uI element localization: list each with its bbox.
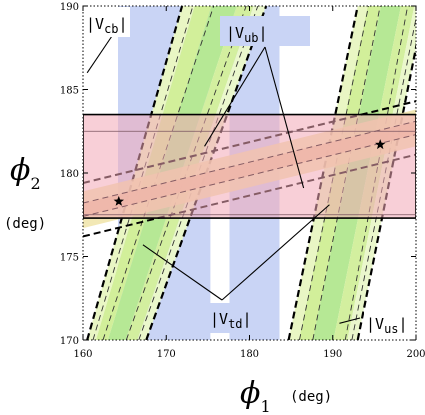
vcb-inner-line-4 (138, 6, 259, 340)
y-tick-label-180: 180 (60, 169, 79, 180)
x-axis-symbol: ϕ1 (240, 376, 271, 415)
label-vub: |Vub| (226, 24, 268, 45)
phi2-band (83, 113, 416, 219)
y-tick-label-190: 190 (60, 2, 79, 13)
label-vcb: |Vcb| (86, 15, 128, 36)
label-vcb-bg (84, 7, 130, 37)
pointer-vtd-2 (221, 204, 330, 301)
label-vub-sub: ub (244, 31, 258, 45)
star-marker-2 (375, 139, 386, 150)
x-axis-unit: (deg) (290, 389, 332, 405)
label-vus-sub: us (384, 322, 398, 336)
y-tick-label-170: 170 (60, 336, 79, 347)
label-vtd-end: | (243, 310, 252, 328)
label-vtd-bg (207, 303, 271, 333)
label-vus-bg (364, 308, 414, 336)
pointer-vus-1 (339, 317, 361, 324)
label-vub-main: |V (226, 24, 244, 42)
y-tick-label-175: 175 (60, 253, 79, 264)
label-vub-end: | (259, 24, 268, 42)
x-tick-label-170: 170 (157, 349, 176, 360)
pointer-vtd-1 (142, 244, 223, 301)
label-vus: |Vus| (366, 315, 408, 336)
y-axis-unit: (deg) (4, 216, 46, 232)
vus-inner-line-3 (344, 6, 409, 340)
pointer-vub-1 (204, 46, 266, 147)
vcb-inner-line-3 (125, 6, 247, 340)
label-vcb-sub: cb (104, 22, 118, 36)
label-vus-main: |V (366, 315, 384, 333)
axis-ticks: 160 170 180 190 200 170 175 180 185 190 (60, 2, 425, 360)
label-vcb-main: |V (86, 15, 104, 33)
vcb-edge-left (86, 6, 184, 340)
x-tick-label-180: 180 (240, 349, 259, 360)
label-vus-end: | (399, 315, 408, 333)
y-axis-symbol-main: ϕ (10, 153, 30, 188)
pointer-vcb-1 (86, 35, 113, 74)
label-vtd-sub: td (228, 317, 242, 331)
x-tick-label-160: 160 (73, 349, 92, 360)
y-axis-symbol-sub: 2 (30, 174, 40, 193)
x-tick-label-200: 200 (406, 349, 425, 360)
plot-area (83, 6, 416, 340)
x-tick-label-190: 190 (323, 349, 342, 360)
annotation-pointers (86, 35, 361, 324)
pointer-vub-2 (264, 46, 305, 189)
label-vtd: |Vtd| (210, 310, 252, 331)
label-vcb-box: |Vcb| (84, 7, 130, 37)
label-vtd-main: |V (210, 310, 228, 328)
y-tick-label-185: 185 (60, 86, 79, 97)
label-vus-box: |Vus| (364, 308, 414, 336)
x-axis-symbol-sub: 1 (260, 397, 270, 415)
label-vtd-box: |Vtd| (207, 303, 271, 333)
star-marker-1 (113, 195, 124, 206)
label-vub-bg (220, 16, 310, 46)
label-vub-box: |Vub| (220, 16, 310, 46)
y-axis-symbol: ϕ2 (10, 153, 41, 193)
x-axis-symbol-main: ϕ (240, 376, 260, 411)
label-vcb-end: | (119, 15, 128, 33)
